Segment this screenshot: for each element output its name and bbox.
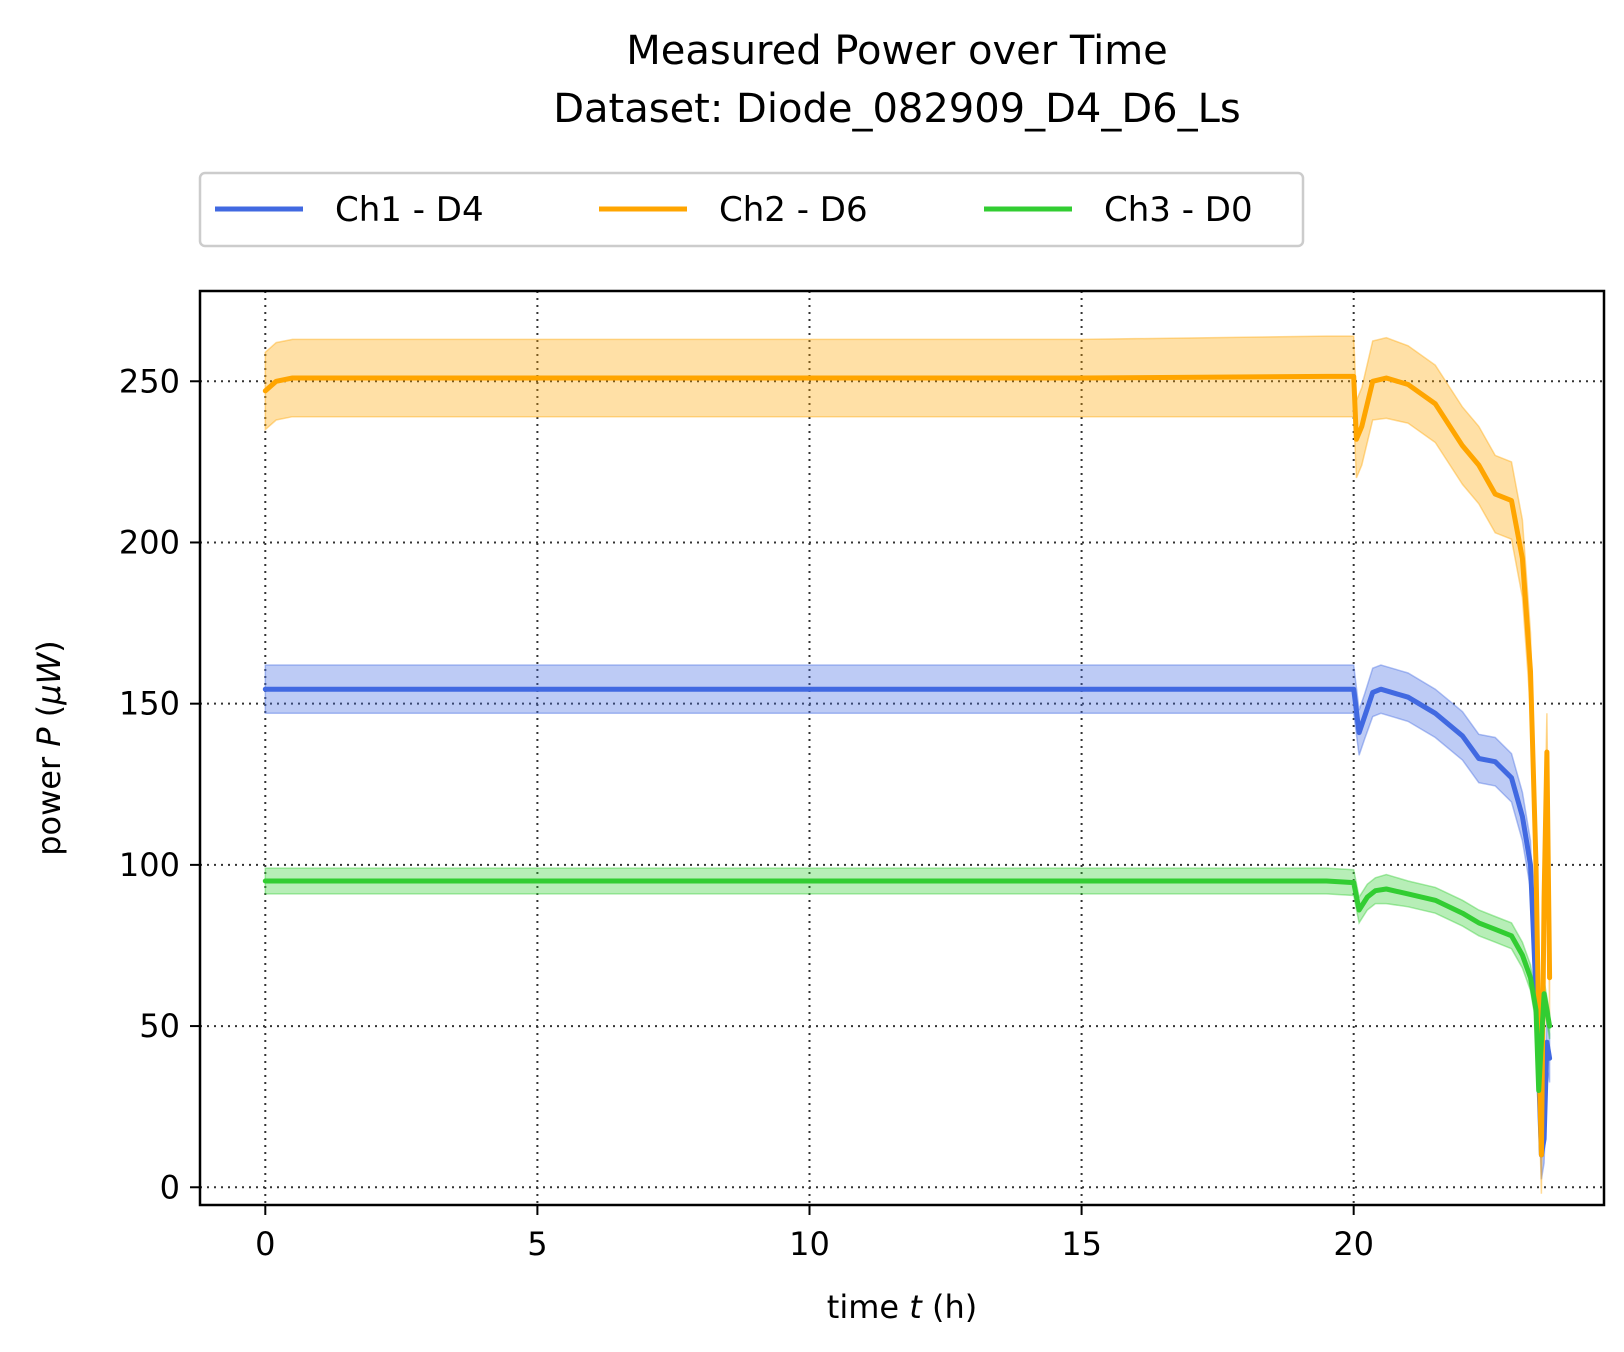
y-tick-label: 100 bbox=[119, 846, 180, 884]
grid bbox=[200, 291, 1604, 1205]
series-lines bbox=[262, 373, 1553, 1158]
series-line-ch3-d0 bbox=[262, 878, 1553, 1093]
x-axis-label-text: time bbox=[827, 1288, 909, 1326]
y-axis-label-unit: μW bbox=[30, 651, 68, 705]
legend-frame bbox=[198, 171, 1305, 248]
plot-area: 0 5 10 15 20 0 50 100 150 200 250 bbox=[119, 289, 1606, 1263]
x-axis-label-var: t bbox=[909, 1288, 923, 1326]
legend-label-ch1-d4: Ch1 - D4 bbox=[335, 190, 484, 230]
band-ch1-d4 bbox=[264, 664, 1551, 1180]
x-axis-label: time t (h) bbox=[827, 1288, 977, 1326]
y-tick-label: 250 bbox=[119, 362, 180, 400]
legend-label-ch3-d0: Ch3 - D0 bbox=[1104, 190, 1253, 230]
y-axis-ticks: 0 50 100 150 200 250 bbox=[119, 362, 200, 1206]
band-ch3-d0 bbox=[264, 867, 1551, 1104]
chart-title: Measured Power over Time bbox=[626, 28, 1168, 74]
x-tick-label: 15 bbox=[1061, 1225, 1102, 1263]
y-tick-label: 0 bbox=[160, 1168, 180, 1206]
chart-subtitle: Dataset: Diode_082909_D4_D6_Ls bbox=[553, 86, 1241, 132]
y-tick-label: 200 bbox=[119, 523, 180, 561]
x-axis-label-unit: (h) bbox=[922, 1288, 977, 1326]
y-tick-label: 150 bbox=[119, 685, 180, 723]
x-tick-label: 20 bbox=[1333, 1225, 1374, 1263]
y-axis-label: power P (μW) bbox=[30, 640, 68, 856]
legend-label-ch2-d6: Ch2 - D6 bbox=[719, 190, 868, 230]
legend-items: Ch1 - D4 Ch2 - D6 Ch3 - D0 bbox=[215, 190, 1253, 230]
axes-frame bbox=[198, 289, 1606, 1207]
y-axis-label-var: P bbox=[30, 727, 68, 747]
y-axis-label-close: ) bbox=[30, 640, 68, 652]
legend: Ch1 - D4 Ch2 - D6 Ch3 - D0 bbox=[198, 171, 1305, 248]
x-tick-label: 0 bbox=[255, 1225, 275, 1263]
x-tick-label: 5 bbox=[527, 1225, 547, 1263]
y-tick-label: 50 bbox=[139, 1007, 180, 1045]
y-axis-label-open: ( bbox=[30, 705, 68, 728]
x-axis-ticks: 0 5 10 15 20 bbox=[255, 1205, 1374, 1263]
x-tick-label: 10 bbox=[789, 1225, 830, 1263]
y-axis-label-text: power bbox=[30, 747, 68, 856]
